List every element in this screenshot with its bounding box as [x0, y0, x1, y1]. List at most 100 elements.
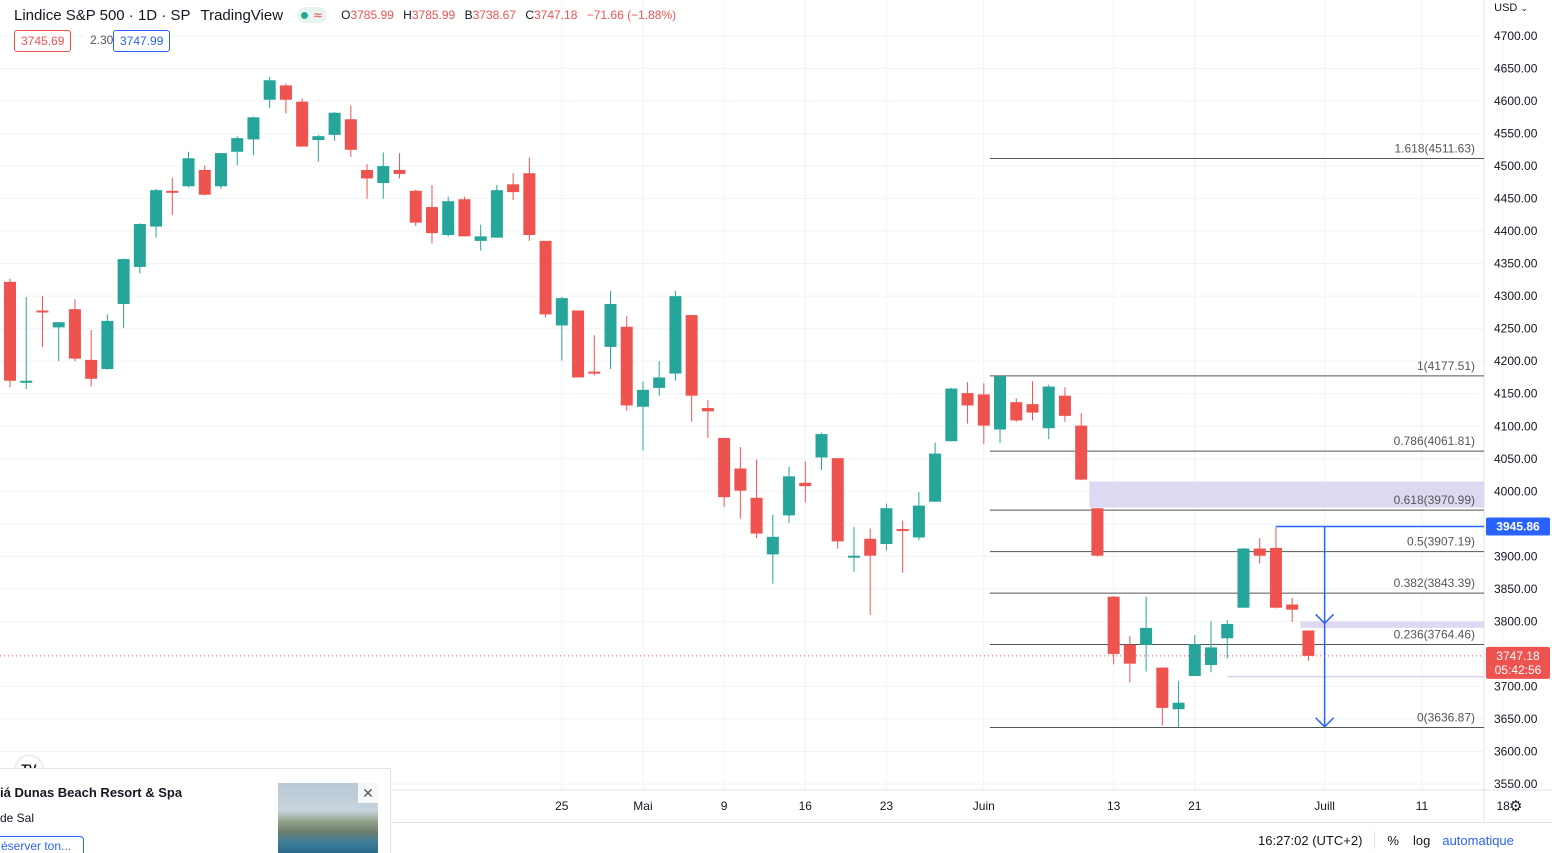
- candle-body: [117, 259, 130, 304]
- candle-body: [669, 296, 682, 374]
- grid: [0, 0, 1504, 790]
- bid-price[interactable]: 3745.69: [14, 30, 72, 52]
- candle-body: [701, 408, 714, 412]
- candle-body: [1286, 604, 1299, 610]
- candle-body: [766, 536, 779, 555]
- candle-body: [1172, 702, 1185, 710]
- candle-body: [458, 199, 471, 237]
- level-price-label: 3945.86: [1496, 520, 1540, 534]
- status-bar: 16:27:02 (UTC+2) % log automatique: [1258, 828, 1514, 852]
- candle-body: [150, 190, 163, 227]
- candle-body: [523, 173, 536, 236]
- candle-body: [1221, 623, 1234, 639]
- candle-body: [68, 309, 81, 359]
- candle-body: [1140, 627, 1153, 645]
- candle-body: [393, 169, 406, 174]
- candle-body: [734, 468, 747, 491]
- fib-level-label: 0.5(3907.19): [1407, 535, 1475, 549]
- candle-body: [409, 190, 422, 223]
- open-value: 3785.99: [350, 8, 394, 22]
- x-tick-label: 21: [1188, 799, 1202, 813]
- candle-body: [1156, 667, 1169, 708]
- y-tick-label: 3650.00: [1494, 712, 1538, 726]
- candle-body: [442, 201, 455, 236]
- y-tick-label: 4150.00: [1494, 387, 1538, 401]
- y-tick-label: 4300.00: [1494, 289, 1538, 303]
- candle-body: [101, 320, 114, 370]
- candle-body: [133, 223, 146, 267]
- candle-body: [85, 359, 98, 379]
- x-tick-label: Mai: [633, 799, 652, 813]
- log-toggle[interactable]: log: [1412, 832, 1431, 848]
- candle-body: [636, 389, 649, 407]
- currency-selector[interactable]: USD ⌄: [1494, 2, 1528, 14]
- candle-body: [1042, 386, 1055, 429]
- y-tick-label: 4100.00: [1494, 419, 1538, 433]
- y-tick-label: 3550.00: [1494, 777, 1538, 791]
- ad-banner[interactable]: iá Dunas Beach Resort & Spa de Sal éserv…: [0, 768, 391, 853]
- candle-body: [750, 497, 763, 534]
- candle-body: [831, 458, 844, 542]
- candle-body: [912, 505, 925, 538]
- ad-book-button[interactable]: éserver ton...: [0, 836, 85, 853]
- candle-body: [539, 240, 552, 315]
- supply-zone: [1089, 481, 1484, 508]
- candle-body: [783, 476, 796, 516]
- close-value: 3747.18: [534, 8, 578, 22]
- symbol-title[interactable]: Lindice S&P 500 · 1D · SP: [14, 6, 191, 24]
- candle-body: [312, 136, 325, 141]
- auto-scale-toggle[interactable]: automatique: [1442, 832, 1514, 848]
- x-tick-label: Juin: [973, 799, 995, 813]
- candle-body: [20, 380, 33, 383]
- candle-body: [588, 371, 601, 374]
- spread-value: 2.30: [84, 30, 120, 50]
- fib-level-label: 0(3636.87): [1417, 710, 1475, 724]
- y-tick-label: 4450.00: [1494, 192, 1538, 206]
- candle-body: [263, 80, 276, 100]
- close-icon[interactable]: ✕: [358, 783, 378, 803]
- candle-body: [1205, 647, 1218, 665]
- candle-body: [994, 376, 1007, 430]
- low-key: B: [464, 8, 473, 22]
- candle-body: [1010, 402, 1023, 421]
- fib-level-label: 0.382(3843.39): [1394, 576, 1475, 590]
- last-price-label: 3747.18: [1496, 649, 1540, 663]
- ad-title[interactable]: iá Dunas Beach Resort & Spa: [0, 785, 183, 800]
- clock[interactable]: 16:27:02 (UTC+2): [1258, 832, 1363, 848]
- market-status-pill[interactable]: ≈: [297, 7, 328, 23]
- x-tick-label: 18: [1496, 799, 1510, 813]
- arrow-head-icon: [1315, 717, 1335, 728]
- x-tick-label: 23: [880, 799, 894, 813]
- candle-body: [620, 326, 633, 406]
- candle-body: [166, 190, 179, 193]
- candle-body: [361, 169, 374, 179]
- y-tick-label: 4550.00: [1494, 127, 1538, 141]
- candle-body: [847, 555, 860, 558]
- y-tick-label: 4250.00: [1494, 322, 1538, 336]
- candle-body: [977, 394, 990, 426]
- candle-body: [718, 437, 731, 498]
- candle-body: [344, 119, 357, 150]
- data-source: TradingView: [200, 6, 284, 24]
- x-tick-label: 16: [799, 799, 813, 813]
- status-divider: [390, 822, 1552, 823]
- gear-icon[interactable]: ⚙: [1509, 797, 1523, 815]
- candle-body: [1091, 508, 1104, 556]
- candle-body: [1107, 596, 1120, 654]
- candle-body: [214, 153, 227, 187]
- ask-price[interactable]: 3747.99: [113, 30, 171, 52]
- separator: [1374, 831, 1376, 849]
- y-tick-label: 4500.00: [1494, 159, 1538, 173]
- candle-body: [4, 281, 16, 381]
- candle-body: [1026, 404, 1039, 413]
- candle-body: [507, 184, 520, 193]
- wave-icon: ≈: [313, 8, 324, 22]
- market-open-icon: [301, 11, 309, 19]
- open-key: O: [341, 8, 351, 22]
- candle-body: [198, 169, 211, 195]
- percent-toggle[interactable]: %: [1387, 832, 1399, 848]
- x-tick-label: Juill: [1314, 799, 1335, 813]
- y-tick-label: 4000.00: [1494, 484, 1538, 498]
- candle-body: [1302, 630, 1315, 656]
